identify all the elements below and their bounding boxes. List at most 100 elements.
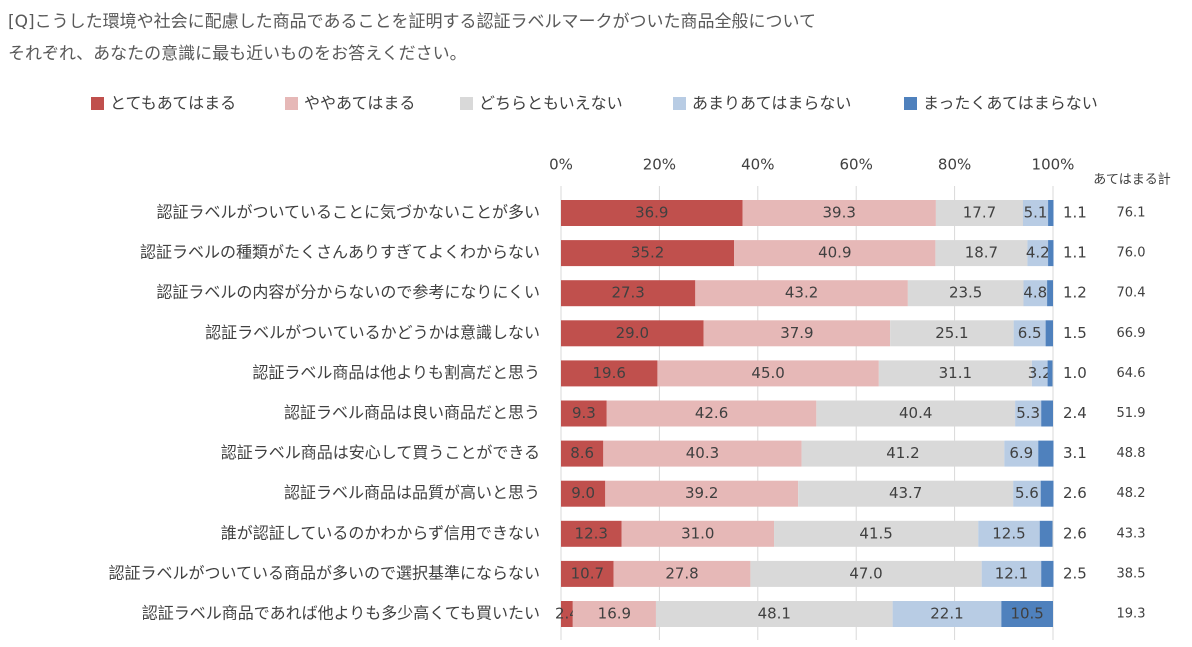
bar-segment <box>561 480 606 507</box>
category-label: 認証ラベルの内容が分からないので参考になりにくい <box>156 283 540 302</box>
value-label: 2.6 <box>1063 484 1087 502</box>
bar-segment <box>561 280 696 307</box>
legend-swatch <box>904 97 917 110</box>
total-label: 76.0 <box>1117 246 1146 261</box>
total-label: 48.8 <box>1117 446 1146 461</box>
bar-segment <box>734 240 936 267</box>
legend-swatch <box>285 97 298 110</box>
x-tick-label: 80% <box>938 156 971 174</box>
bar-segment <box>1022 200 1049 226</box>
x-tick-label: 100% <box>1032 156 1075 174</box>
bar-segment <box>1004 440 1039 467</box>
value-label: 39.3 <box>823 204 856 222</box>
bar-segment <box>605 480 799 507</box>
bar-segment <box>606 400 817 427</box>
value-label: 5.6 <box>1015 484 1039 502</box>
bar-segment <box>1047 360 1053 387</box>
bar-segment <box>1013 320 1046 347</box>
category-label: 認証ラベル商品は他よりも割高だと思う <box>252 363 540 382</box>
bar-segment <box>561 240 735 267</box>
x-tick-label: 60% <box>840 156 873 174</box>
bar-segment <box>890 320 1014 347</box>
value-label: 6.9 <box>1009 444 1033 462</box>
legend-label: ややあてはまる <box>304 94 415 113</box>
bar-segment <box>742 200 936 226</box>
x-tick-label: 0% <box>549 156 573 174</box>
category-label: 認証ラベル商品は安心して買うことができる <box>221 443 540 462</box>
category-label: 認証ラベルがついている商品が多いので選択基準にならない <box>108 563 540 582</box>
value-label: 3.2 <box>1028 364 1052 382</box>
value-label: 2.6 <box>1063 524 1087 542</box>
value-label: 27.8 <box>665 564 698 582</box>
bar-segment <box>613 560 751 587</box>
value-label: 18.7 <box>965 244 998 262</box>
category-label: 誰が認証しているのかわからず信用できない <box>221 523 540 542</box>
value-label: 1.1 <box>1063 204 1087 222</box>
value-label: 12.1 <box>995 564 1028 582</box>
chart-title: それぞれ、あなたの意識に最も近いものをお答えください。 <box>8 44 467 64</box>
total-label: 76.1 <box>1117 206 1146 221</box>
bar-segment <box>603 440 802 467</box>
value-label: 40.4 <box>899 404 932 422</box>
value-label: 35.2 <box>631 244 664 262</box>
bar-segment <box>798 480 1014 507</box>
legend-label: まったくあてはまらない <box>923 94 1098 113</box>
legend-swatch <box>460 97 473 110</box>
total-label: 48.2 <box>1117 486 1146 501</box>
category-label: 認証ラベルがついているかどうかは意識しない <box>205 323 540 342</box>
value-label: 42.6 <box>695 404 728 422</box>
bar-segment <box>878 360 1032 387</box>
bar-segment <box>1047 280 1053 307</box>
value-label: 25.1 <box>935 324 968 342</box>
value-label: 23.5 <box>949 284 982 302</box>
bar-segment <box>978 520 1040 547</box>
value-label: 31.1 <box>939 364 972 382</box>
bar-segment <box>1039 520 1053 547</box>
value-label: 41.2 <box>886 444 919 462</box>
value-label: 12.5 <box>992 524 1025 542</box>
bar-segment <box>1031 360 1048 387</box>
bar-segment <box>816 400 1016 427</box>
total-label: 43.3 <box>1117 526 1146 541</box>
value-label: 27.3 <box>611 284 644 302</box>
total-label: 19.3 <box>1117 607 1146 622</box>
legend-label: あまりあてはまらない <box>692 94 851 113</box>
value-label: 1.5 <box>1063 324 1087 342</box>
value-label: 19.6 <box>593 364 626 382</box>
value-label: 12.3 <box>575 524 608 542</box>
value-label: 47.0 <box>849 564 882 582</box>
legend-label: とてもあてはまる <box>110 94 236 113</box>
value-label: 2.5 <box>1063 564 1087 582</box>
value-label: 43.2 <box>785 284 818 302</box>
category-label: 認証ラベル商品は品質が高いと思う <box>284 483 540 502</box>
total-label: 51.9 <box>1117 406 1146 421</box>
bar-segment <box>1041 560 1054 587</box>
value-label: 1.2 <box>1063 284 1087 302</box>
bar-segment <box>774 520 979 547</box>
value-label: 17.7 <box>963 204 996 222</box>
value-label: 5.1 <box>1024 204 1048 222</box>
x-tick-label: 40% <box>741 156 774 174</box>
total-label: 38.5 <box>1117 566 1146 581</box>
value-label: 6.5 <box>1018 324 1042 342</box>
x-tick-label: 20% <box>643 156 676 174</box>
value-label: 22.1 <box>930 605 963 623</box>
bar-segment <box>561 560 614 587</box>
value-label: 2.4 <box>1063 404 1087 422</box>
value-label: 45.0 <box>751 364 784 382</box>
chart-title: [Q]こうした環境や社会に配慮した商品であることを証明する認証ラベルマークがつい… <box>8 12 816 32</box>
value-label: 29.0 <box>616 324 649 342</box>
bar-segment <box>703 320 891 347</box>
value-label: 8.6 <box>570 444 594 462</box>
bar-segment <box>561 200 743 226</box>
bar-segment <box>1023 280 1048 307</box>
value-label: 4.2 <box>1026 244 1050 262</box>
value-label: 40.9 <box>818 244 851 262</box>
total-label: 70.4 <box>1117 286 1146 301</box>
value-label: 1.1 <box>1063 244 1087 262</box>
bar-segment <box>657 360 879 387</box>
bar-segment <box>572 601 656 627</box>
bar-segment <box>935 200 1023 226</box>
legend-swatch <box>673 97 686 110</box>
value-label: 43.7 <box>889 484 922 502</box>
